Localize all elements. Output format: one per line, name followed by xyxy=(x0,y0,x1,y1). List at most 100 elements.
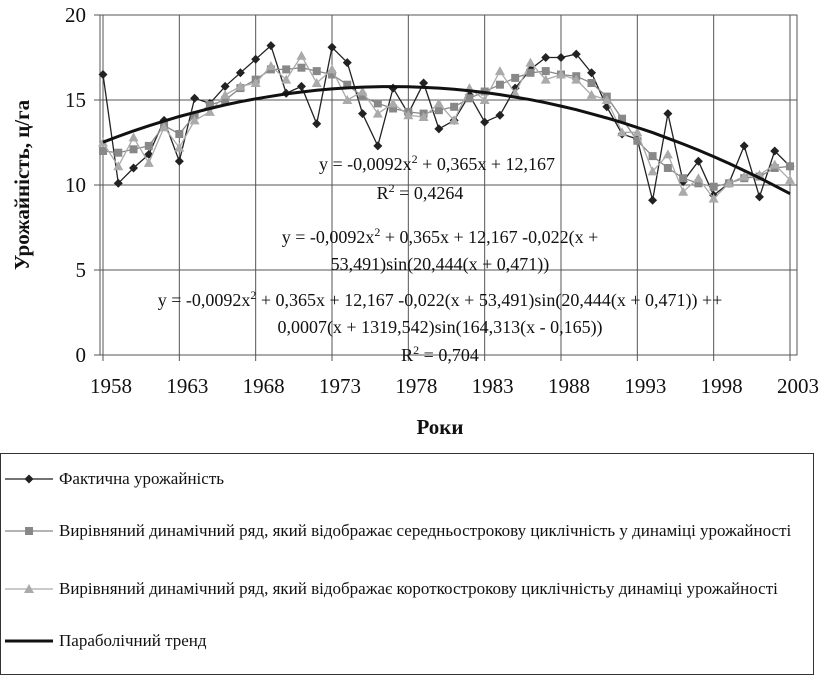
marker xyxy=(587,68,597,78)
legend-label: Вирівняний динамічний ряд, який відображ… xyxy=(59,579,778,598)
marker xyxy=(312,67,321,76)
marker xyxy=(571,74,582,84)
marker xyxy=(189,115,200,125)
annotation-part: y = -0,0092x xyxy=(282,227,375,247)
annotation-part: = 0,704 xyxy=(419,345,479,365)
marker xyxy=(312,119,322,129)
marker xyxy=(357,86,368,96)
marker xyxy=(785,174,795,184)
annotation-part: + 0,365x + 12,167 -0,022(x + 53,491)sin(… xyxy=(256,290,722,311)
marker xyxy=(281,74,292,84)
marker xyxy=(632,127,643,137)
marker xyxy=(495,80,504,89)
marker xyxy=(433,98,444,108)
x-tick-label: 1963 xyxy=(166,374,208,398)
x-tick-label: 1983 xyxy=(472,374,514,398)
marker xyxy=(174,156,184,166)
y-tick-label: 10 xyxy=(65,173,86,197)
marker xyxy=(297,63,306,72)
x-tick-label: 2003 xyxy=(777,374,819,398)
marker xyxy=(510,88,521,98)
y-axis-label: Урожайність, ц/га xyxy=(10,99,34,270)
marker xyxy=(494,66,505,76)
annotation-part: y = -0,0092x xyxy=(319,154,412,174)
annotation-part: = 0,4264 xyxy=(395,183,464,203)
marker xyxy=(235,68,245,78)
annotation-part: 2 xyxy=(250,288,256,302)
marker xyxy=(220,89,231,99)
legend-key xyxy=(5,527,53,535)
marker xyxy=(190,93,200,103)
marker xyxy=(648,152,657,161)
marker xyxy=(556,69,566,79)
marker xyxy=(495,110,505,120)
x-tick-label: 1998 xyxy=(701,374,743,398)
marker xyxy=(311,78,322,87)
marker xyxy=(601,95,612,104)
annotation-part: R xyxy=(401,345,413,365)
annotation-part: 2 xyxy=(413,343,419,357)
marker xyxy=(571,49,581,59)
marker xyxy=(98,70,108,79)
marker xyxy=(769,159,780,169)
marker xyxy=(342,58,352,68)
marker xyxy=(282,65,291,74)
annotation-part: + 0,365x + 12,167 -0,022(x + xyxy=(380,227,598,248)
marker xyxy=(220,81,230,91)
marker xyxy=(449,115,460,125)
marker xyxy=(265,61,276,70)
marker xyxy=(418,112,429,121)
marker xyxy=(388,98,399,108)
marker xyxy=(143,157,154,167)
marker xyxy=(175,130,184,138)
y-tick-label: 15 xyxy=(65,88,86,112)
legend-marker xyxy=(25,527,33,535)
marker xyxy=(465,94,474,103)
annotation: y = -0,0092x2 + 0,365x + 12,167 xyxy=(319,152,555,174)
marker xyxy=(511,73,520,82)
marker xyxy=(648,195,658,205)
annotation-part: 53,491)sin(20,444(x + 0,471)) xyxy=(331,254,550,275)
marker xyxy=(587,79,596,87)
marker xyxy=(144,141,153,150)
annotation-part: y = -0,0092x xyxy=(158,290,251,310)
marker xyxy=(342,95,353,104)
y-tick-label: 20 xyxy=(65,3,86,27)
annotation: R2 = 0,4264 xyxy=(377,181,464,203)
series-line xyxy=(102,85,791,196)
legend-label: Вирівняний динамічний ряд, який відображ… xyxy=(59,521,792,540)
series-line xyxy=(102,44,791,201)
marker xyxy=(114,148,123,157)
marker xyxy=(480,117,490,127)
marker xyxy=(662,149,673,159)
marker xyxy=(739,171,750,181)
x-axis-label: Роки xyxy=(416,415,463,439)
annotation: 0,0007(x + 1319,542)sin(164,313(x - 0,16… xyxy=(277,317,602,338)
legend-label: Параболічний тренд xyxy=(59,631,207,650)
marker xyxy=(708,193,719,203)
y-tick-label: 0 xyxy=(76,343,87,367)
series xyxy=(102,85,791,196)
marker xyxy=(434,124,444,134)
series xyxy=(98,50,795,203)
marker xyxy=(204,106,215,116)
marker xyxy=(327,64,337,74)
marker xyxy=(479,95,490,104)
marker xyxy=(556,53,566,62)
marker xyxy=(693,156,703,166)
x-tick-label: 1973 xyxy=(319,374,361,398)
annotation-part: + 0,365x + 12,167 xyxy=(418,154,555,174)
marker xyxy=(693,173,704,183)
marker xyxy=(541,67,550,76)
x-tick-label: 1968 xyxy=(243,374,285,398)
annotation-part: 0,0007(x + 1319,542)sin(164,313(x - 0,16… xyxy=(277,317,602,338)
annotation-part: R xyxy=(377,183,389,203)
marker xyxy=(663,109,673,119)
marker xyxy=(450,102,459,111)
annotation: y = -0,0092x2 + 0,365x + 12,167 -0,022(x… xyxy=(282,225,599,248)
marker xyxy=(296,50,307,60)
marker xyxy=(526,68,535,77)
annotation-part: 2 xyxy=(412,152,418,166)
marker xyxy=(434,106,443,115)
